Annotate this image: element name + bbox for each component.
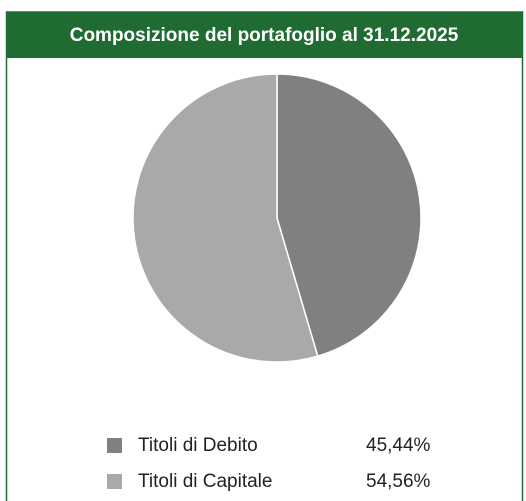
legend: Titoli di Debito 45,44% Titoli di Capitale… <box>107 435 431 492</box>
legend-label: Titoli di Debito <box>138 435 258 456</box>
value-label: 45,44% <box>366 435 431 456</box>
pie-slice <box>276 73 422 358</box>
value-label: 54,56% <box>366 471 431 492</box>
legend-swatch <box>107 474 122 489</box>
chart-title: Composizione del portafoglio al 31.12.20… <box>70 25 459 46</box>
pie-slice <box>132 73 319 363</box>
legend-label: Titoli di Capitale <box>138 471 272 492</box>
legend-swatch <box>107 438 122 453</box>
header <box>6 12 523 58</box>
pie <box>132 73 422 363</box>
